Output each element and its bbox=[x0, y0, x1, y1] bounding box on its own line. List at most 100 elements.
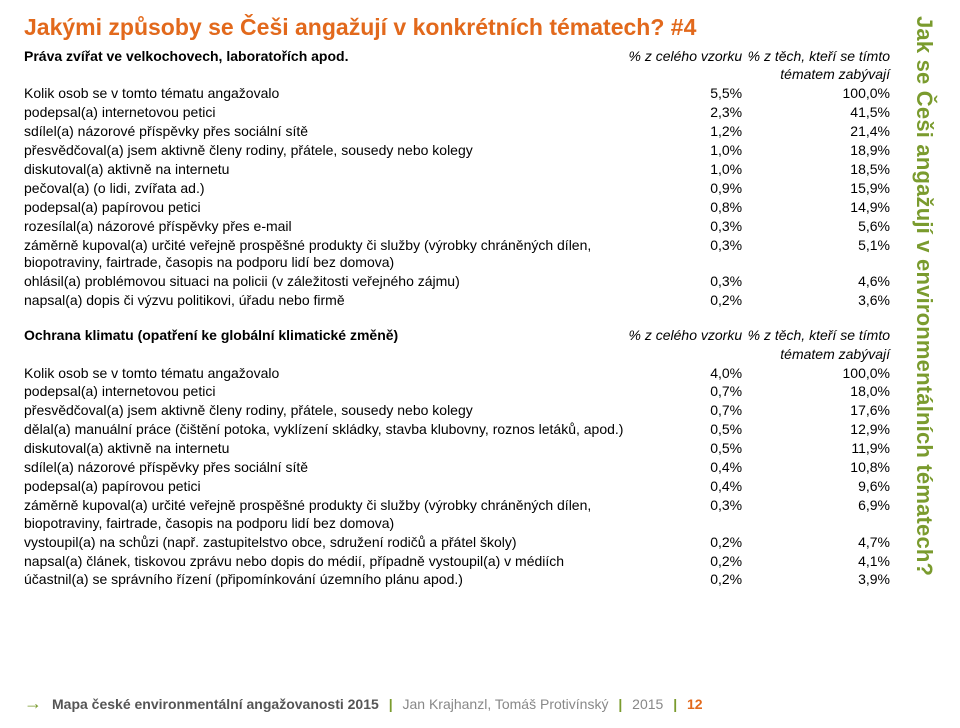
row-value-b: 17,6% bbox=[742, 402, 890, 421]
table-row: podepsal(a) papírovou petici0,8%14,9% bbox=[24, 198, 890, 217]
table-row: přesvědčoval(a) jsem aktivně členy rodin… bbox=[24, 142, 890, 161]
table-row: ohlásil(a) problémovou situaci na polici… bbox=[24, 273, 890, 292]
row-value-b: 18,5% bbox=[742, 160, 890, 179]
row-value-b: 10,8% bbox=[742, 459, 890, 478]
row-label: záměrně kupoval(a) určité veřejně prospě… bbox=[24, 496, 626, 533]
col-header-b-line2: tématem zabývají bbox=[742, 66, 890, 85]
section2-heading: Ochrana klimatu (opatření ke globální kl… bbox=[24, 311, 626, 345]
separator-icon: | bbox=[667, 696, 683, 712]
row-value-b: 3,6% bbox=[742, 292, 890, 311]
row-value-b: 21,4% bbox=[742, 123, 890, 142]
table-row: diskutoval(a) aktivně na internetu1,0%18… bbox=[24, 160, 890, 179]
row-value-a: 0,4% bbox=[626, 477, 742, 496]
row-value-a: 4,0% bbox=[626, 364, 742, 383]
row-value-a: 1,2% bbox=[626, 123, 742, 142]
row-value-b: 5,1% bbox=[742, 236, 890, 273]
row-label: diskutoval(a) aktivně na internetu bbox=[24, 160, 626, 179]
footer-year: 2015 bbox=[632, 696, 663, 712]
empty-cell bbox=[24, 66, 626, 85]
row-value-a: 0,7% bbox=[626, 383, 742, 402]
col-header-a: % z celého vzorku bbox=[626, 47, 742, 66]
row-label: vystoupil(a) na schůzi (např. zastupitel… bbox=[24, 533, 626, 552]
row-value-a: 5,5% bbox=[626, 85, 742, 104]
row-label: přesvědčoval(a) jsem aktivně členy rodin… bbox=[24, 402, 626, 421]
row-value-a: 0,9% bbox=[626, 179, 742, 198]
row-label: podepsal(a) papírovou petici bbox=[24, 477, 626, 496]
footer: → Mapa české environmentální angažovanos… bbox=[24, 693, 703, 714]
row-value-a: 0,2% bbox=[626, 292, 742, 311]
row-label: podepsal(a) internetovou petici bbox=[24, 104, 626, 123]
row-value-b: 12,9% bbox=[742, 421, 890, 440]
row-label: podepsal(a) papírovou petici bbox=[24, 198, 626, 217]
table-row: sdílel(a) názorové příspěvky přes sociál… bbox=[24, 123, 890, 142]
section1-header-row: Práva zvířat ve velkochovech, laboratoří… bbox=[24, 47, 890, 66]
sidebar: Jak se Češi angažují v environmentálních… bbox=[910, 16, 938, 656]
row-value-a: 0,8% bbox=[626, 198, 742, 217]
row-value-b: 100,0% bbox=[742, 85, 890, 104]
page-title: Jakými způsoby se Češi angažují v konkré… bbox=[24, 14, 890, 41]
footer-project: Mapa české environmentální angažovanosti… bbox=[52, 696, 379, 712]
section2-header-row: Ochrana klimatu (opatření ke globální kl… bbox=[24, 311, 890, 345]
separator-icon: | bbox=[612, 696, 628, 712]
row-value-b: 4,7% bbox=[742, 533, 890, 552]
row-value-a: 0,2% bbox=[626, 552, 742, 571]
col-header-b-line1: % z těch, kteří se tímto bbox=[742, 47, 890, 66]
row-value-a: 0,3% bbox=[626, 217, 742, 236]
row-value-b: 18,9% bbox=[742, 142, 890, 161]
col-header-b-line2: tématem zabývají bbox=[742, 345, 890, 364]
row-value-b: 6,9% bbox=[742, 496, 890, 533]
row-label: sdílel(a) názorové příspěvky přes sociál… bbox=[24, 459, 626, 478]
row-value-a: 1,0% bbox=[626, 142, 742, 161]
empty-cell bbox=[24, 345, 626, 364]
row-value-b: 15,9% bbox=[742, 179, 890, 198]
row-value-b: 100,0% bbox=[742, 364, 890, 383]
table-row: diskutoval(a) aktivně na internetu0,5%11… bbox=[24, 440, 890, 459]
row-value-b: 18,0% bbox=[742, 383, 890, 402]
table-row: podepsal(a) internetovou petici2,3%41,5% bbox=[24, 104, 890, 123]
row-label: napsal(a) článek, tiskovou zprávu nebo d… bbox=[24, 552, 626, 571]
row-value-a: 0,5% bbox=[626, 421, 742, 440]
row-value-a: 0,5% bbox=[626, 440, 742, 459]
row-value-a: 0,2% bbox=[626, 533, 742, 552]
row-label: ohlásil(a) problémovou situaci na polici… bbox=[24, 273, 626, 292]
row-value-a: 0,3% bbox=[626, 273, 742, 292]
row-label: Kolik osob se v tomto tématu angažovalo bbox=[24, 85, 626, 104]
arrow-icon: → bbox=[24, 693, 42, 714]
table-row: Kolik osob se v tomto tématu angažovalo5… bbox=[24, 85, 890, 104]
col-header-b-line1: % z těch, kteří se tímto bbox=[742, 311, 890, 345]
row-value-b: 14,9% bbox=[742, 198, 890, 217]
empty-cell bbox=[626, 345, 742, 364]
row-label: podepsal(a) internetovou petici bbox=[24, 383, 626, 402]
row-label: účastnil(a) se správního řízení (připomí… bbox=[24, 571, 626, 590]
row-value-b: 11,9% bbox=[742, 440, 890, 459]
row-label: záměrně kupoval(a) určité veřejně prospě… bbox=[24, 236, 626, 273]
footer-authors: Jan Krajhanzl, Tomáš Protivínský bbox=[403, 696, 609, 712]
row-value-b: 4,1% bbox=[742, 552, 890, 571]
empty-cell bbox=[626, 66, 742, 85]
row-value-b: 41,5% bbox=[742, 104, 890, 123]
table-row: podepsal(a) papírovou petici0,4%9,6% bbox=[24, 477, 890, 496]
section2-subheader-row: tématem zabývají bbox=[24, 345, 890, 364]
separator-icon: | bbox=[383, 696, 399, 712]
row-value-a: 2,3% bbox=[626, 104, 742, 123]
row-label: přesvědčoval(a) jsem aktivně členy rodin… bbox=[24, 142, 626, 161]
table-row: dělal(a) manuální práce (čištění potoka,… bbox=[24, 421, 890, 440]
row-value-a: 0,2% bbox=[626, 571, 742, 590]
row-label: Kolik osob se v tomto tématu angažovalo bbox=[24, 364, 626, 383]
row-label: sdílel(a) názorové příspěvky přes sociál… bbox=[24, 123, 626, 142]
sidebar-title: Jak se Češi angažují v environmentálních… bbox=[911, 16, 937, 576]
table-row: přesvědčoval(a) jsem aktivně členy rodin… bbox=[24, 402, 890, 421]
section1-subheader-row: tématem zabývají bbox=[24, 66, 890, 85]
table-row: napsal(a) článek, tiskovou zprávu nebo d… bbox=[24, 552, 890, 571]
table-row: Kolik osob se v tomto tématu angažovalo4… bbox=[24, 364, 890, 383]
row-label: rozesílal(a) názorové příspěvky přes e-m… bbox=[24, 217, 626, 236]
row-value-b: 4,6% bbox=[742, 273, 890, 292]
table-row: napsal(a) dopis či výzvu politikovi, úřa… bbox=[24, 292, 890, 311]
row-value-b: 9,6% bbox=[742, 477, 890, 496]
row-value-a: 0,3% bbox=[626, 236, 742, 273]
table-row: záměrně kupoval(a) určité veřejně prospě… bbox=[24, 496, 890, 533]
table-row: pečoval(a) (o lidi, zvířata ad.)0,9%15,9… bbox=[24, 179, 890, 198]
page-container: Jakými způsoby se Češi angažují v konkré… bbox=[0, 0, 960, 728]
row-value-a: 0,3% bbox=[626, 496, 742, 533]
table-row: podepsal(a) internetovou petici0,7%18,0% bbox=[24, 383, 890, 402]
